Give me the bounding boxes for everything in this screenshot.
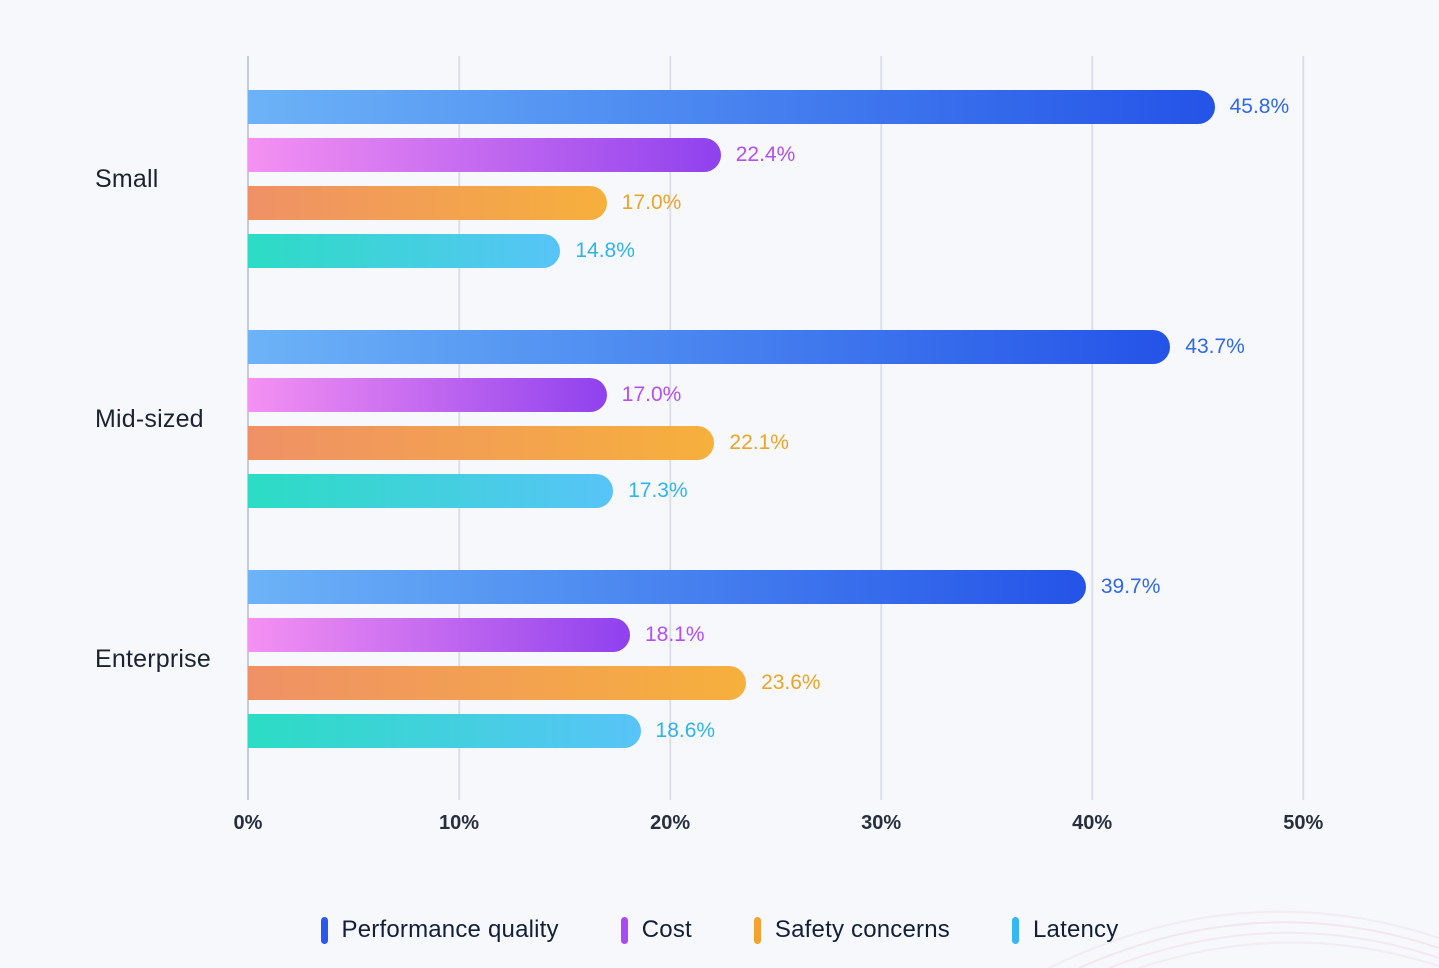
gridline xyxy=(1091,56,1093,800)
category-group-mid-sized: Mid-sized 43.7% 17.0% 22.1% 17.3% xyxy=(0,330,1356,508)
bar-safety-concerns xyxy=(248,426,715,460)
x-tick-label: 0% xyxy=(233,812,263,834)
legend-marker xyxy=(620,916,628,944)
bar-performance-quality xyxy=(248,330,1171,364)
bar-safety-concerns xyxy=(248,186,607,220)
bar-value-label: 17.3% xyxy=(628,479,688,502)
bar-row: 43.7% xyxy=(248,330,1356,364)
bar-value-label: 23.6% xyxy=(761,671,821,694)
legend: Performance quality Cost Safety concerns La… xyxy=(0,902,1439,958)
chart-area: Small 45.8% 22.4% 17.0% 14.8% Mid-sized 43.7% 1… xyxy=(0,56,1356,800)
legend-item-cost: Cost xyxy=(620,916,692,944)
category-label: Small xyxy=(95,164,159,193)
bar-value-label: 39.7% xyxy=(1100,575,1161,598)
gridline xyxy=(880,56,882,800)
bar-value-label: 17.0% xyxy=(621,191,682,214)
category-label: Mid-sized xyxy=(95,404,204,433)
bar-safety-concerns xyxy=(248,666,747,700)
legend-label: Safety concerns xyxy=(774,916,950,943)
legend-marker xyxy=(320,916,328,944)
bar-performance-quality xyxy=(248,90,1215,124)
bar-value-label: 22.4% xyxy=(735,143,796,166)
bar-value-label: 18.1% xyxy=(644,623,705,646)
x-axis: 0% 10% 20% 30% 40% 50% xyxy=(234,812,1356,846)
bar-cost xyxy=(248,138,721,172)
bar-value-label: 22.1% xyxy=(729,431,789,454)
bar-row: 39.7% xyxy=(248,570,1356,604)
legend-item-performance-quality: Performance quality xyxy=(320,916,559,944)
bar-row: 22.1% xyxy=(248,426,1356,460)
bar-cost xyxy=(248,378,607,412)
bar-set: 39.7% 18.1% 23.6% 18.6% xyxy=(248,570,1356,748)
x-tick-label: 30% xyxy=(861,812,902,834)
legend-item-latency: Latency xyxy=(1012,916,1118,944)
category-label: Enterprise xyxy=(95,644,211,673)
bar-value-label: 14.8% xyxy=(575,239,635,262)
bar-latency xyxy=(248,474,614,508)
bar-set: 45.8% 22.4% 17.0% 14.8% xyxy=(248,90,1356,268)
bar-latency xyxy=(248,234,561,268)
bar-cost xyxy=(248,618,630,652)
x-tick-label: 10% xyxy=(439,812,480,834)
x-tick-label: 20% xyxy=(650,812,691,834)
bar-row: 17.3% xyxy=(248,474,1356,508)
bar-performance-quality xyxy=(248,570,1086,604)
bar-row: 17.0% xyxy=(248,378,1356,412)
bar-row: 18.6% xyxy=(248,714,1356,748)
legend-label: Performance quality xyxy=(341,916,559,943)
bar-row: 17.0% xyxy=(248,186,1356,220)
legend-marker xyxy=(753,916,761,944)
x-tick-label: 40% xyxy=(1072,812,1113,834)
category-group-enterprise: Enterprise 39.7% 18.1% 23.6% 18.6% xyxy=(0,570,1356,748)
legend-item-safety-concerns: Safety concerns xyxy=(753,916,950,944)
legend-label: Cost xyxy=(641,916,692,943)
bar-row: 22.4% xyxy=(248,138,1356,172)
bar-groups: Small 45.8% 22.4% 17.0% 14.8% Mid-sized 43.7% 1… xyxy=(0,56,1356,748)
category-group-small: Small 45.8% 22.4% 17.0% 14.8% xyxy=(0,90,1356,268)
legend-label: Latency xyxy=(1033,916,1119,943)
bar-row: 23.6% xyxy=(248,666,1356,700)
gridline xyxy=(1302,56,1304,800)
bar-row: 14.8% xyxy=(248,234,1356,268)
bar-value-label: 45.8% xyxy=(1229,95,1290,118)
bar-row: 18.1% xyxy=(248,618,1356,652)
bar-value-label: 18.6% xyxy=(655,719,716,742)
x-tick-label: 50% xyxy=(1283,812,1324,834)
legend-marker xyxy=(1012,916,1019,944)
bar-set: 43.7% 17.0% 22.1% 17.3% xyxy=(248,330,1356,508)
bar-row: 45.8% xyxy=(248,90,1356,124)
bar-value-label: 17.0% xyxy=(621,383,682,406)
bar-latency xyxy=(248,714,641,748)
bar-value-label: 43.7% xyxy=(1185,335,1245,358)
